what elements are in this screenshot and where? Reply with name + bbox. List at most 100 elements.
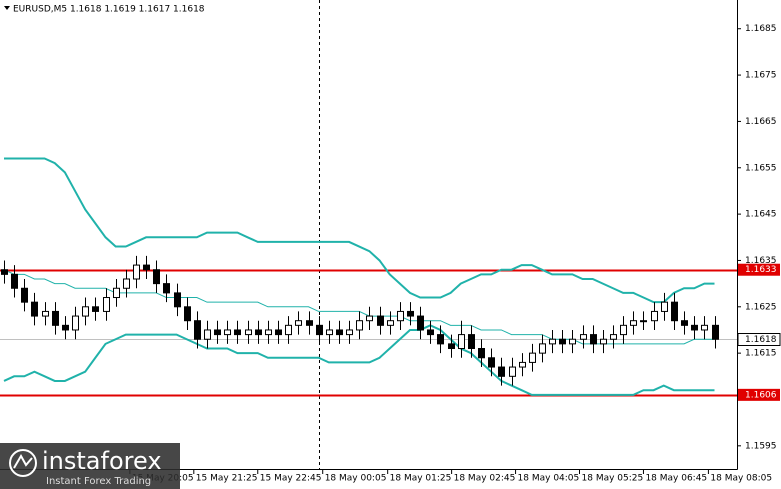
- watermark-tagline: Instant Forex Trading: [46, 476, 151, 487]
- band-upper: [4, 157, 715, 304]
- candle-body: [1, 269, 8, 275]
- y-tick-label: 1.1645: [745, 210, 777, 220]
- candle-body: [651, 310, 658, 322]
- candle-body: [82, 306, 89, 317]
- candle-body: [580, 334, 587, 340]
- x-tick-label: 15 May 21:25: [196, 474, 258, 484]
- candle-body: [417, 315, 424, 331]
- candle-body: [377, 315, 384, 326]
- candle-body: [113, 287, 120, 299]
- candle-body: [123, 278, 130, 289]
- candle-body: [468, 334, 475, 350]
- candle-body: [21, 287, 28, 303]
- candle-body: [458, 334, 465, 350]
- candle-body: [52, 310, 59, 326]
- candle-body: [194, 320, 201, 340]
- candle-body: [224, 329, 231, 336]
- watermark-box: [0, 443, 180, 489]
- candle-body: [448, 343, 455, 350]
- candle-body: [275, 329, 282, 336]
- x-tick-label: 18 May 08:05: [710, 474, 772, 484]
- candle-body: [701, 324, 708, 331]
- x-tick-label: 18 May 00:05: [325, 474, 387, 484]
- level-label: 1.1606: [745, 390, 777, 400]
- candle-body: [153, 269, 160, 285]
- candle-body: [174, 292, 181, 308]
- candle-body: [31, 301, 38, 317]
- header-arrow: [4, 6, 10, 10]
- candle-body: [234, 329, 241, 336]
- candle-body: [356, 320, 363, 331]
- candle-body: [245, 329, 252, 336]
- candle-body: [163, 283, 170, 294]
- candle-body: [640, 320, 647, 323]
- chart-title: EURUSD,M5 1.1618 1.1619 1.1617 1.1618: [13, 5, 205, 15]
- candle-body: [62, 324, 69, 331]
- candle-body: [143, 264, 150, 271]
- candle-body: [214, 329, 221, 336]
- candle-body: [11, 273, 18, 289]
- candle-body: [397, 310, 404, 322]
- candle-body: [600, 338, 607, 345]
- level-label: 1.1633: [745, 265, 777, 275]
- plot: 1.16851.16751.16651.16551.16451.16351.16…: [0, 24, 781, 484]
- candle-body: [620, 324, 627, 336]
- candle-body: [661, 301, 668, 312]
- candle-body: [346, 329, 353, 336]
- candle-body: [498, 366, 505, 377]
- candle-body: [366, 315, 373, 322]
- candle-body: [691, 324, 698, 331]
- x-tick-label: 18 May 01:25: [390, 474, 452, 484]
- candle-body: [519, 361, 526, 368]
- candle-body: [559, 338, 566, 345]
- candle-body: [316, 324, 323, 336]
- candle-body: [184, 306, 191, 322]
- x-tick-label: 18 May 04:05: [518, 474, 580, 484]
- candle-body: [133, 264, 140, 280]
- y-tick-label: 1.1615: [745, 349, 777, 359]
- current-price-box: [737, 333, 781, 346]
- watermark-brand: instaforex: [42, 447, 162, 475]
- candle-body: [712, 324, 719, 340]
- candle-body: [255, 329, 262, 336]
- level-label-box: [738, 388, 780, 401]
- candle-body: [92, 306, 99, 312]
- watermark: instaforex Instant Forex Trading: [0, 443, 180, 489]
- candle-body: [630, 320, 637, 326]
- candle-body: [569, 338, 576, 345]
- candle-body: [549, 338, 556, 345]
- candle-body: [437, 334, 444, 345]
- level-label-box: [738, 263, 780, 276]
- candle-body: [407, 310, 414, 317]
- band-lower: [3, 324, 715, 396]
- candle-body: [671, 301, 678, 322]
- watermark-icon: [9, 449, 37, 477]
- candle-body: [306, 320, 313, 326]
- y-tick-label: 1.1665: [745, 117, 777, 127]
- candle-body: [285, 324, 292, 336]
- candle-body: [265, 329, 272, 336]
- candle-body: [539, 343, 546, 354]
- candle-body: [72, 315, 79, 331]
- x-tick-label: 18 May 06:45: [645, 474, 707, 484]
- candle-body: [488, 357, 495, 368]
- candle-body: [590, 334, 597, 345]
- candle-body: [610, 334, 617, 340]
- candle-body: [529, 352, 536, 363]
- x-tick-label: 15 May 22:45: [260, 474, 322, 484]
- x-tick-label: 18 May 02:45: [454, 474, 516, 484]
- current-price-label: 1.1618: [745, 335, 777, 345]
- y-tick-label: 1.1595: [745, 441, 777, 451]
- candle-body: [681, 320, 688, 326]
- y-tick-label: 1.1655: [745, 163, 777, 173]
- y-tick-label: 1.1675: [745, 71, 777, 81]
- candle-body: [509, 366, 516, 377]
- candle-body: [295, 320, 302, 326]
- y-tick-label: 1.1625: [745, 302, 777, 312]
- y-tick-label: 1.1685: [745, 24, 777, 34]
- watermark-icon-mark: [13, 453, 33, 469]
- candle-body: [326, 329, 333, 336]
- candle-body: [204, 329, 211, 340]
